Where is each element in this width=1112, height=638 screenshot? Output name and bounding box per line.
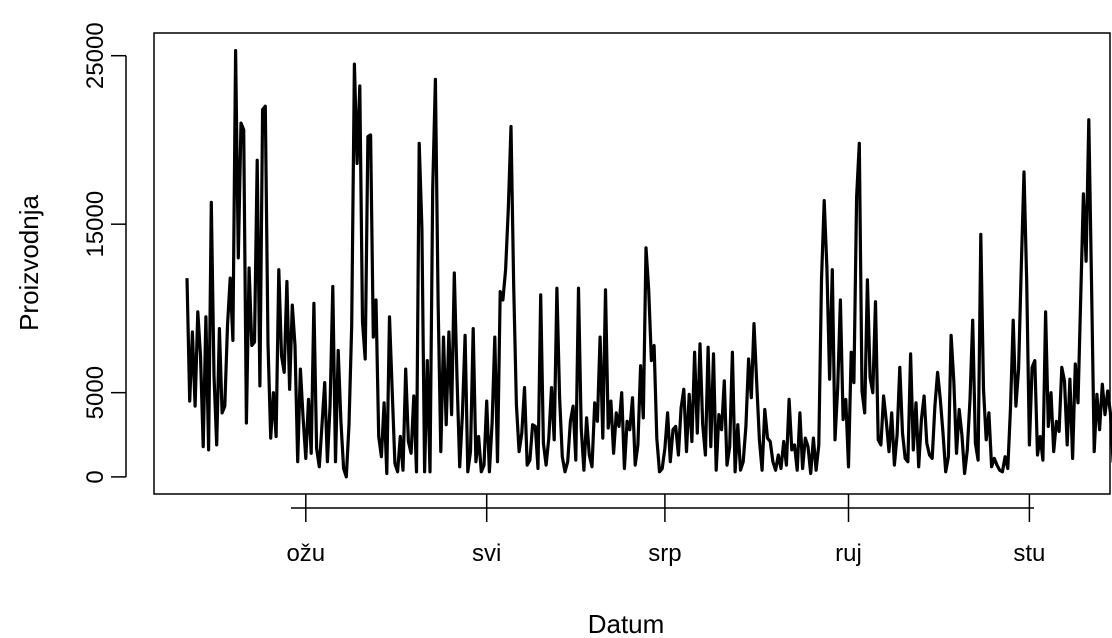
plot-frame [153,32,1111,495]
y-axis-title: Proizvodnja [14,195,44,331]
x-tick-label: ožu [286,540,325,567]
y-tick-label: 25000 [82,22,109,89]
x-ticks: ožu svi srp ruj stu [286,494,1045,567]
x-tick-label: stu [1013,540,1045,567]
y-tick-label: 0 [82,470,109,483]
x-axis: ožu svi srp ruj stu [286,494,1045,567]
y-tick-label: 5000 [82,366,109,419]
x-tick-label: ruj [835,540,862,567]
y-ticks: 0 5000 15000 25000 [82,22,126,484]
x-tick-label: srp [648,540,681,567]
y-tick-label: 15000 [82,191,109,258]
y-axis: 0 5000 15000 25000 [82,22,127,484]
x-tick-label: svi [472,540,501,567]
x-axis-title: Datum [588,609,665,638]
series-line [185,48,1112,479]
